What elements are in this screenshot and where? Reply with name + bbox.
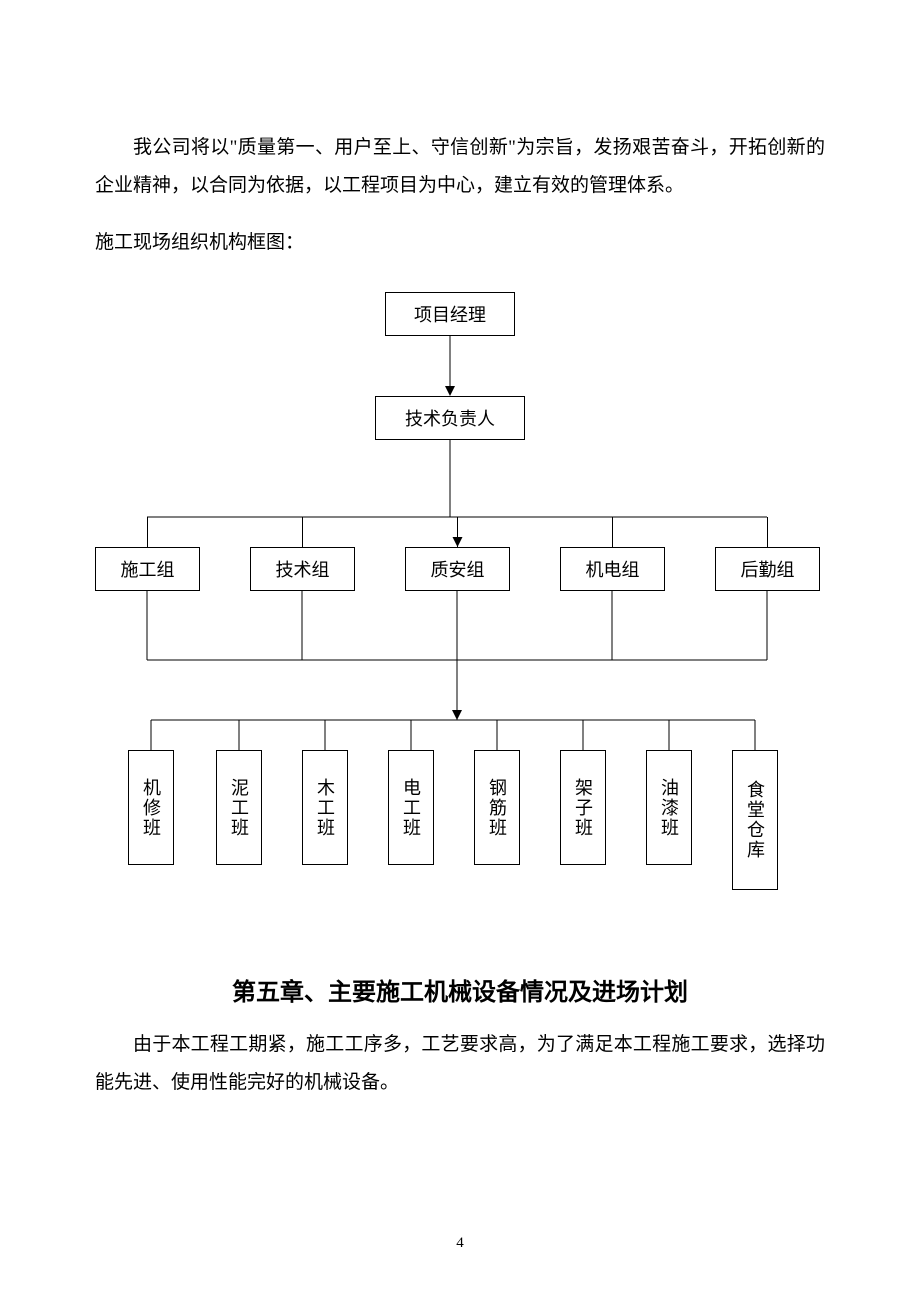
intro-paragraph: 我公司将以"质量第一、用户至上、守信创新"为宗旨，发扬艰苦奋斗，开拓创新的企业精… xyxy=(95,129,825,205)
node-group-1: 技术组 xyxy=(250,547,355,591)
node-group-2: 质安组 xyxy=(405,547,510,591)
node-group-3: 机电组 xyxy=(560,547,665,591)
node-group-0: 施工组 xyxy=(95,547,200,591)
node-tech-lead: 技术负责人 xyxy=(375,396,525,440)
node-team-1: 泥工班 xyxy=(216,750,262,865)
node-team-0: 机修班 xyxy=(128,750,174,865)
chapter-body-paragraph: 由于本工程工期紧，施工工序多，工艺要求高，为了满足本工程施工要求，选择功能先进、… xyxy=(95,1026,825,1102)
node-team-4: 钢筋班 xyxy=(474,750,520,865)
org-chart: 项目经理技术负责人施工组 技术组 质安组 机电组 后勤组机修班泥工班木工班电工班钢筋班架… xyxy=(95,292,825,912)
node-team-3: 电工班 xyxy=(388,750,434,865)
node-project-manager: 项目经理 xyxy=(385,292,515,336)
page-number: 4 xyxy=(0,1235,920,1252)
node-team-7: 食堂仓库 xyxy=(732,750,778,890)
node-team-2: 木工班 xyxy=(302,750,348,865)
chart-intro-line: 施工现场组织机构框图： xyxy=(95,224,825,262)
node-team-6: 油漆班 xyxy=(646,750,692,865)
node-team-5: 架子班 xyxy=(560,750,606,865)
chapter-title: 第五章、主要施工机械设备情况及进场计划 xyxy=(95,972,825,1007)
node-group-4: 后勤组 xyxy=(715,547,820,591)
